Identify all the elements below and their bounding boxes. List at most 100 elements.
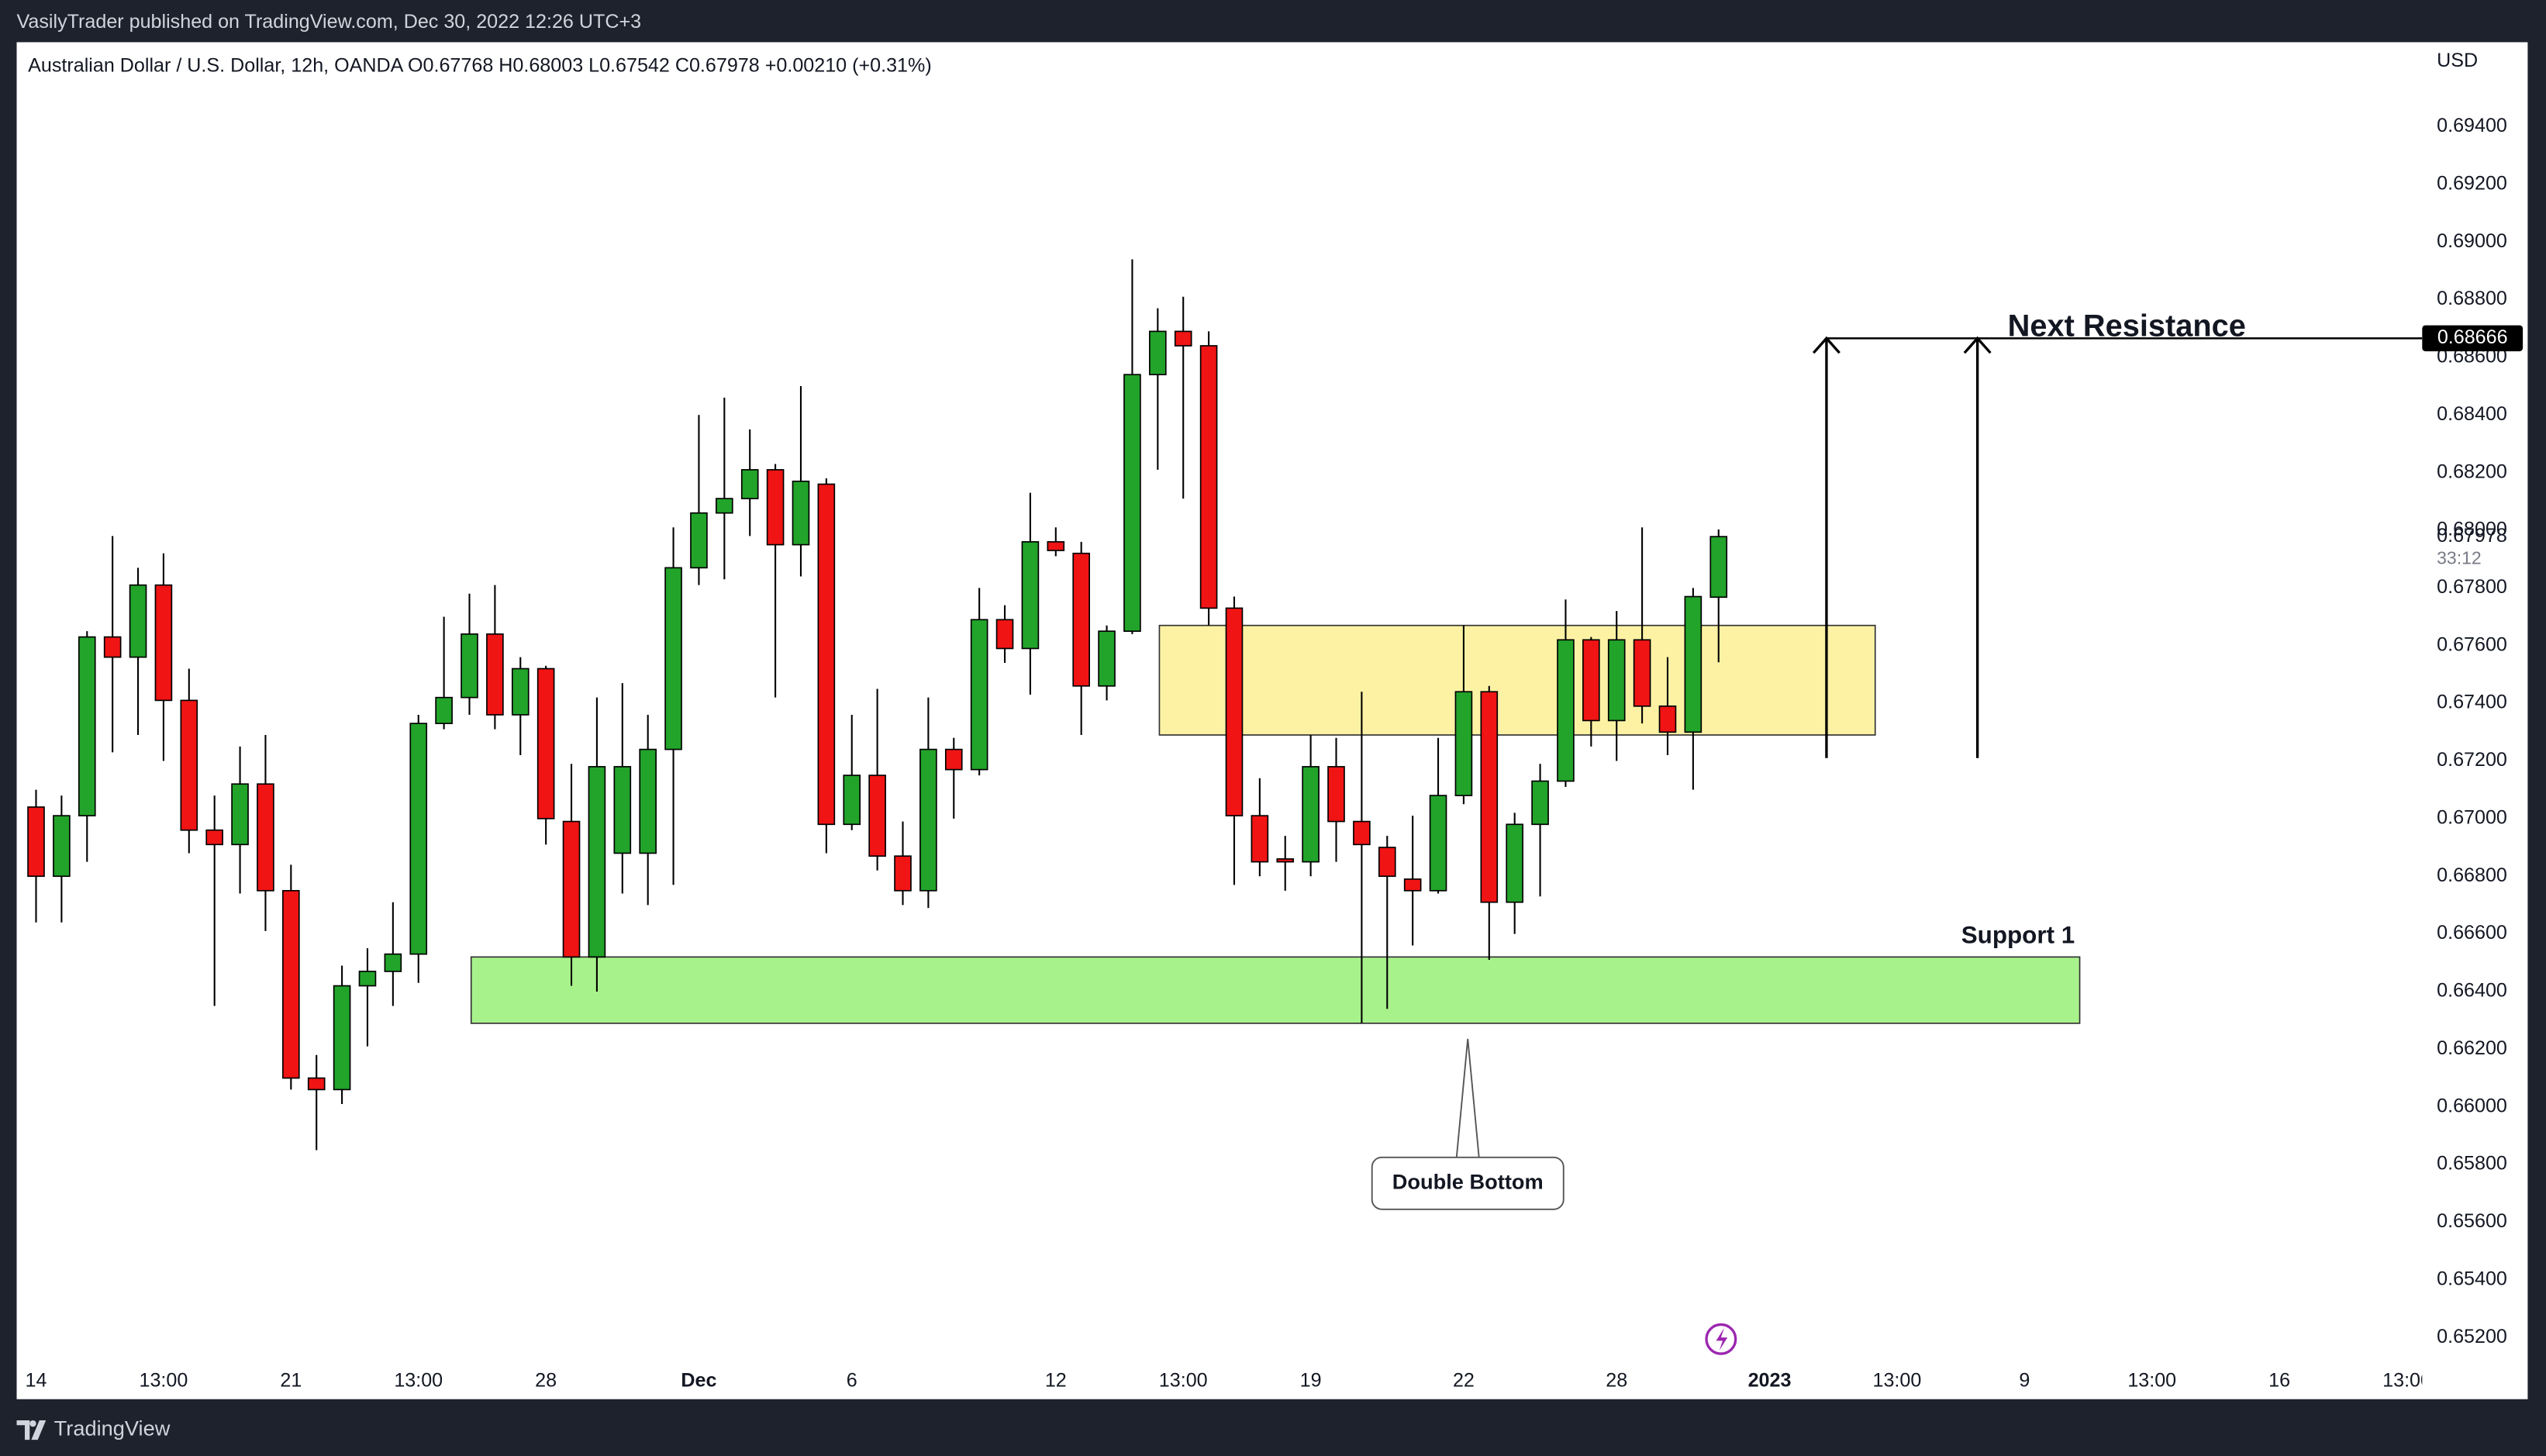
y-tick-label: 0.65400 [2437,1268,2507,1289]
candle-body [1709,536,1728,599]
y-tick-label: 0.67000 [2437,806,2507,828]
x-tick-label: 19 [1300,1369,1322,1391]
candle-body [970,619,988,771]
candle-body [27,806,45,878]
candle-body [384,953,402,972]
candle-body [817,483,836,826]
candle-body [894,855,912,892]
candle-body [1429,795,1447,892]
x-tick-label: 16 [2268,1369,2290,1391]
candle-body [180,699,198,831]
last-price: 0.67978 [2437,525,2507,547]
candle-body [461,633,478,699]
candle-body [1557,639,1575,782]
candle-body [1021,541,1040,650]
candle-body [409,723,428,955]
candle-body [562,820,581,958]
candle-body [588,766,606,958]
candle-body [843,775,861,826]
chart-title: Australian Dollar / U.S. Dollar, 12h, OA… [28,54,932,76]
x-tick-label: Dec [681,1369,716,1391]
candle-body [1302,766,1320,863]
candle-body [1506,823,1523,903]
candle-body [1072,552,1090,687]
y-tick-label: 0.68400 [2437,403,2507,425]
countdown: 33:12 [2437,548,2482,568]
candle-body [1149,330,1167,376]
y-tick-label: 0.69200 [2437,172,2507,194]
candle-body [1199,345,1218,609]
x-tick-label: 28 [1606,1369,1627,1391]
x-tick-label: 12 [1045,1369,1067,1391]
support-label: Support 1 [1961,921,2075,948]
candle-body [435,696,453,724]
candle-body [1403,878,1422,892]
candle-body [1276,858,1295,863]
candle-body [536,668,555,819]
candle-body [944,748,963,771]
plot: Next Resistance Support 1 Double Bottom [27,259,2423,1210]
candle-body [639,748,657,854]
candle-body [690,512,708,569]
x-tick-label: 28 [535,1369,557,1391]
x-tick-label: 6 [847,1369,857,1391]
y-tick-label: 0.66800 [2437,864,2507,886]
y-tick-label: 0.65600 [2437,1210,2507,1232]
candle-body [1633,639,1651,707]
resistance-tag-label: 0.68666 [2437,326,2508,348]
candle-body [53,815,71,878]
logo [16,1420,47,1440]
callout-box [1371,1156,1565,1210]
currency: USD [2437,50,2478,71]
candle-body [740,469,759,499]
x-tick-label: 13:00 [139,1369,188,1391]
x-axis: 14 13:00 21 13:00 28 Dec 6 12 13:00 19 22 28 2023 13:… [26,1369,2423,1391]
brand: TradingView [54,1416,171,1440]
y-tick-label: 0.67600 [2437,633,2507,655]
candle-body [664,567,682,750]
y-tick-label: 0.66000 [2437,1095,2507,1116]
candle-body [1123,374,1141,632]
arrow-head [1963,336,1992,354]
x-tick-label: 13:00 [1159,1369,1208,1391]
candle-body [792,480,810,546]
candle-body [1684,595,1703,733]
zone [1158,624,1876,736]
candle-body [1454,691,1473,796]
candle-body [1658,705,1677,733]
y-tick-label: 0.68000 [2437,519,2507,540]
x-tick-label: 13:00 [1873,1369,1922,1391]
y-tick-label: 0.69400 [2437,115,2507,136]
candle-body [995,619,1014,650]
candle-body [257,783,274,892]
y-tick-label: 0.68200 [2437,461,2507,482]
y-tick-label: 0.67200 [2437,749,2507,771]
y-tick-label: 0.67800 [2437,576,2507,598]
candle-body [333,985,351,1091]
candle-body [307,1077,326,1091]
x-tick-label: 22 [1453,1369,1475,1391]
candle-body [1225,607,1244,816]
candle-body [1353,820,1371,846]
candle-body [511,668,530,716]
y-tick-label: 0.65200 [2437,1326,2507,1347]
lightning-icon [1705,1323,1737,1355]
x-tick-label: 21 [280,1369,302,1391]
candle-body [78,636,96,816]
candle-body [154,584,173,702]
candle-body [231,783,249,846]
candle-body [1607,639,1626,722]
candle-body [766,469,785,546]
y-tick-label: 0.66600 [2437,922,2507,944]
y-tick-label: 0.66400 [2437,980,2507,1002]
candle-body [868,775,886,857]
y-tick-label: 0.69000 [2437,230,2507,252]
x-tick-label: 14 [26,1369,47,1391]
candle-body [129,584,147,658]
zone [470,956,2081,1024]
callout-pointer [1455,1038,1480,1159]
candle-body [716,498,733,514]
candle-body [1047,541,1065,551]
